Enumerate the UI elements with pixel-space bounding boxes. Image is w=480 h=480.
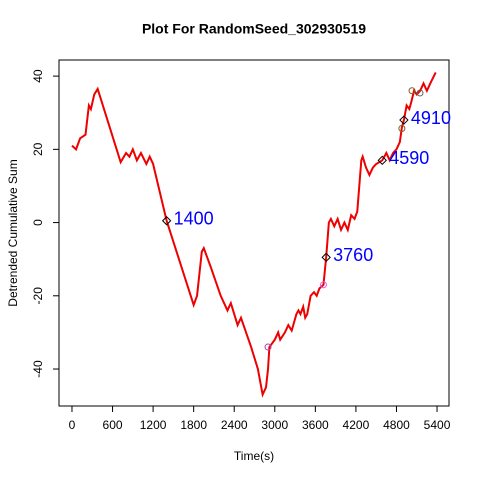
circle-marker <box>416 89 424 97</box>
y-tick-label: 20 <box>31 142 45 156</box>
y-axis-label: Detrended Cumulative Sum <box>6 159 20 306</box>
x-tick-label: 2400 <box>221 418 248 432</box>
annotation: 4910 <box>411 108 451 128</box>
x-tick-label: 4800 <box>383 418 410 432</box>
diamond-marker <box>377 155 387 166</box>
circle-marker <box>398 124 406 132</box>
y-tick-label: 40 <box>31 69 45 83</box>
x-tick-label: 5400 <box>424 418 451 432</box>
annotation: 3760 <box>333 245 373 265</box>
diamond-marker <box>321 252 331 263</box>
y-tick-label: -40 <box>31 360 45 378</box>
plot-box <box>58 59 450 407</box>
x-tick-label: 3600 <box>302 418 329 432</box>
y-tick-label: -20 <box>31 287 45 305</box>
circle-marker <box>319 281 327 289</box>
x-tick-label: 3000 <box>261 418 288 432</box>
annotation: 1400 <box>174 208 214 228</box>
x-tick-label: 4200 <box>343 418 370 432</box>
diamond-marker <box>399 115 409 125</box>
x-tick-label: 1200 <box>140 418 167 432</box>
data-line <box>71 72 437 398</box>
chart-title: Plot For RandomSeed_302930519 <box>142 21 366 37</box>
x-tick-label: 600 <box>103 418 123 432</box>
x-tick-label: 1800 <box>180 418 207 432</box>
x-axis-label: Time(s) <box>234 449 274 463</box>
circle-marker <box>408 87 416 95</box>
y-tick-label: 0 <box>31 219 45 226</box>
circle-marker <box>264 343 272 351</box>
annotation: 4590 <box>389 148 429 168</box>
x-tick-label: 0 <box>69 418 76 432</box>
diamond-marker <box>161 216 172 226</box>
